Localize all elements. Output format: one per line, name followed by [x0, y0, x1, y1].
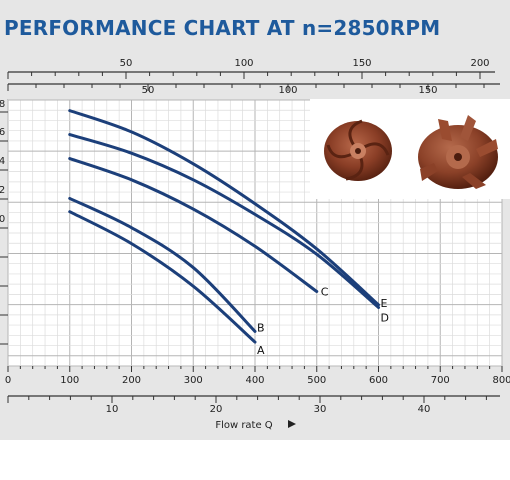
x-tick-label: 100: [60, 375, 79, 386]
impeller-photo-left: [324, 119, 392, 181]
bottom-axis-2-label: 30: [314, 404, 327, 415]
x-tick-label: 200: [122, 375, 141, 386]
x-tick-label: 300: [184, 375, 203, 386]
chart-axes: [0, 71, 503, 403]
curve-C: [68, 157, 319, 294]
y-tick-label: 6: [0, 127, 5, 138]
x-tick-label: 500: [307, 375, 326, 386]
curve-D: [68, 133, 380, 309]
x-axis-title: Flow rate Q: [215, 420, 272, 431]
x-axis-arrow-icon: [288, 420, 296, 428]
curve-A: [68, 210, 257, 344]
x-tick-label: 800: [492, 375, 510, 386]
bottom-axis-2-label: 40: [418, 404, 431, 415]
curve-label-E: E: [381, 297, 388, 310]
top-axis-1-label: 200: [470, 58, 489, 69]
x-tick-label: 600: [369, 375, 388, 386]
chart-title: PERFORMANCE CHART AT n=2850RPM: [4, 16, 441, 40]
curve-label-B: B: [257, 321, 265, 334]
impeller-photo: [310, 99, 510, 199]
x-tick-label: 400: [245, 375, 264, 386]
y-tick-label: 0: [0, 214, 5, 225]
curve-B: [68, 196, 257, 333]
top-axis-1-label: 100: [234, 58, 253, 69]
top-axis-2-label: 100: [278, 85, 297, 96]
curve-E: [68, 109, 380, 307]
x-tick-label: 0: [5, 375, 11, 386]
top-axis-1-label: 150: [352, 58, 371, 69]
top-axis-1-label: 50: [120, 58, 133, 69]
top-axis-2-label: 50: [142, 85, 155, 96]
top-axis-2-label: 150: [418, 85, 437, 96]
y-tick-label: 2: [0, 185, 5, 196]
y-tick-label: 8: [0, 99, 5, 110]
y-tick-label: 4: [0, 156, 5, 167]
bottom-axis-2-label: 20: [210, 404, 223, 415]
x-tick-label: 700: [431, 375, 450, 386]
curve-label-C: C: [321, 286, 329, 299]
curve-label-D: D: [381, 311, 389, 324]
bottom-axis-2-label: 10: [106, 404, 119, 415]
chart-grid: [7, 99, 503, 367]
curve-label-A: A: [257, 344, 265, 357]
chart-series: [68, 109, 380, 344]
impeller-photo-right: [418, 115, 498, 189]
